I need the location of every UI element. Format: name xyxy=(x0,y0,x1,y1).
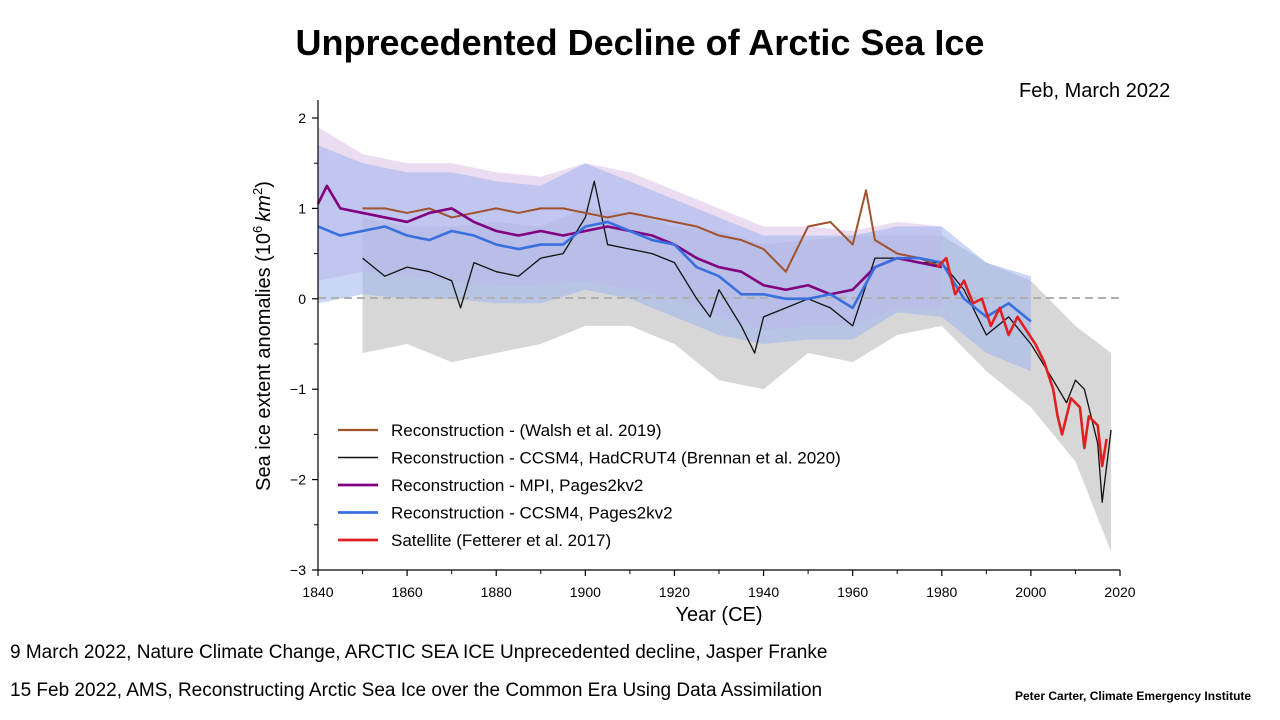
x-tick-label: 2000 xyxy=(1015,584,1046,600)
y-tick-label: 0 xyxy=(298,291,306,307)
y-axis-label-end: ) xyxy=(253,181,275,188)
series-line-mpi xyxy=(316,184,943,296)
legend: Reconstruction - (Walsh et al. 2019) Reco… xyxy=(338,421,841,550)
x-tick-label: 1940 xyxy=(748,584,779,600)
legend-label-ccsm4-pages: Reconstruction - CCSM4, Pages2kv2 xyxy=(391,504,673,523)
citation-ams: 15 Feb 2022, AMS, Reconstructing Arctic … xyxy=(10,680,823,701)
slide-title: Unprecedented Decline of Arctic Sea Ice xyxy=(295,22,985,63)
x-tick-label: 1880 xyxy=(481,584,512,600)
y-axis-label-sup2: 2 xyxy=(250,188,265,195)
y-tick-label: −1 xyxy=(290,381,306,397)
legend-label-mpi: Reconstruction - MPI, Pages2kv2 xyxy=(391,476,643,495)
x-tick-label: 2020 xyxy=(1104,584,1135,600)
series-line-ccsm4-hadcrut xyxy=(362,180,1112,503)
blue-band-area xyxy=(318,145,1031,372)
legend-label-satellite: Satellite (Fetterer et al. 2017) xyxy=(391,531,611,550)
uncertainty-bands xyxy=(318,127,1112,552)
x-tick-label: 1960 xyxy=(837,584,868,600)
y-tick-label: −2 xyxy=(290,472,306,488)
axis-ticks: 1840 1860 1880 1900 1920 1940 1960 1980 2000 2020… xyxy=(290,110,1136,600)
data-series xyxy=(316,180,1112,503)
x-axis-label: Year (CE) xyxy=(675,604,762,626)
legend-label-walsh: Reconstruction - (Walsh et al. 2019) xyxy=(391,421,662,440)
y-tick-label: −3 xyxy=(290,562,306,578)
y-tick-label: 2 xyxy=(298,110,306,126)
sea-ice-chart: 1840 1860 1880 1900 1920 1940 1960 1980 2000 2020… xyxy=(250,100,1136,626)
slide-date: Feb, March 2022 xyxy=(1019,80,1171,102)
y-axis-label-sup: 6 xyxy=(250,226,265,233)
y-axis-label-unit: km xyxy=(253,195,275,222)
y-axis-label: Sea ice extent anomalies (106 km2) xyxy=(250,181,275,491)
author-credit: Peter Carter, Climate Emergency Institut… xyxy=(1015,689,1252,703)
x-tick-label: 1980 xyxy=(926,584,957,600)
citation-nature: 9 March 2022, Nature Climate Change, ARC… xyxy=(10,642,828,663)
y-axis-label-main: Sea ice extent anomalies (10 xyxy=(253,233,275,491)
x-tick-label: 1840 xyxy=(302,584,333,600)
x-tick-label: 1900 xyxy=(570,584,601,600)
series-line-ccsm4-pages xyxy=(317,220,1032,323)
x-tick-label: 1920 xyxy=(659,584,690,600)
x-tick-label: 1860 xyxy=(392,584,423,600)
series-line-satellite xyxy=(936,256,1108,468)
legend-label-ccsm4-hadcrut: Reconstruction - CCSM4, HadCRUT4 (Brenna… xyxy=(391,449,841,468)
y-tick-label: 1 xyxy=(298,200,306,216)
